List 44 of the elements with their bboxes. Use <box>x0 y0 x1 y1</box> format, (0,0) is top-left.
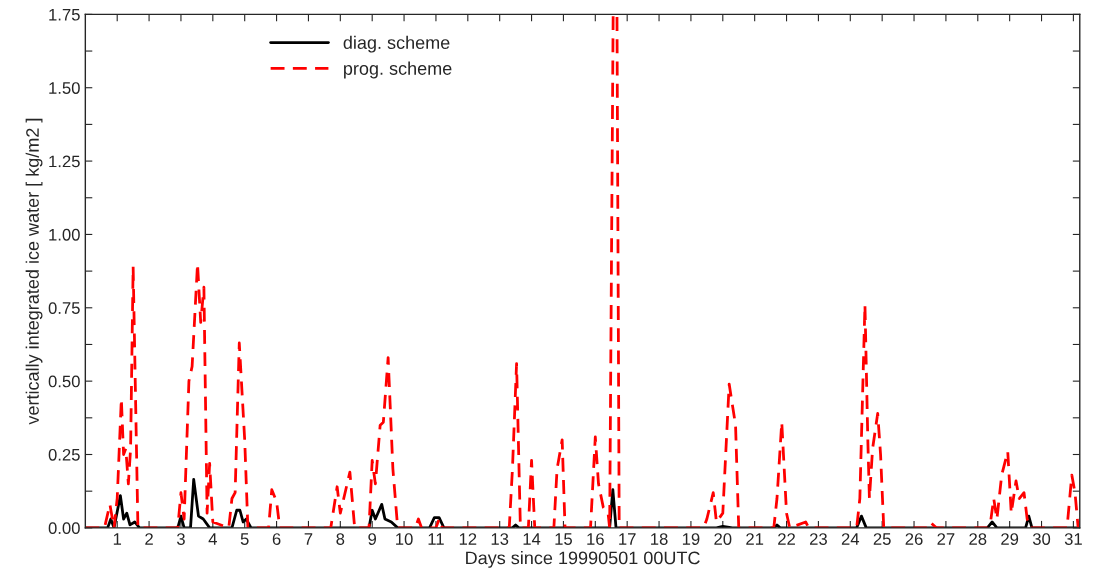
x-tick-label: 9 <box>368 533 377 545</box>
x-tick-label: 20 <box>714 533 732 545</box>
x-tick-label: 11 <box>428 533 444 545</box>
y-tick-label: 1.00 <box>49 228 80 241</box>
x-tick-label: 31 <box>1064 533 1082 545</box>
x-tick-label: 4 <box>208 533 217 545</box>
x-tick-label: 8 <box>336 533 345 545</box>
x-tick-label: 15 <box>555 533 572 545</box>
y-tick-label: 0.25 <box>48 448 80 461</box>
y-tick-label: 1.50 <box>49 82 80 94</box>
x-tick-label: 3 <box>176 533 185 545</box>
x-tick-label: 6 <box>272 533 281 545</box>
x-axis-title: Days since 19990501 00UTC <box>466 551 700 568</box>
x-tick-label: 27 <box>937 533 955 545</box>
x-tick-label: 12 <box>459 533 477 545</box>
line-series <box>85 14 1080 528</box>
x-tick-label: 10 <box>396 533 413 545</box>
x-tick-label: 16 <box>587 533 604 545</box>
legend-label: prog. scheme <box>344 61 452 79</box>
x-tick-label: 29 <box>1001 533 1019 545</box>
y-tick-label: 0.75 <box>48 302 80 314</box>
y-tick-label: 0.00 <box>48 522 80 535</box>
y-tick-label: 1.25 <box>49 155 80 168</box>
x-tick-label: 18 <box>651 533 668 545</box>
x-tick-label: 1 <box>113 533 122 545</box>
x-tick-label: 22 <box>778 533 795 545</box>
x-tick-label: 13 <box>491 533 509 545</box>
x-tick-label: 14 <box>523 533 541 545</box>
y-axis-title: vertically integrated ice water [ kg/m2 ] <box>25 118 43 425</box>
y-tick-label: 1.75 <box>49 8 80 21</box>
legend-label: diag. scheme <box>343 35 450 53</box>
x-tick-label: 26 <box>905 533 923 545</box>
x-tick-label: 24 <box>841 533 860 545</box>
x-tick-label: 28 <box>969 533 987 545</box>
x-tick-label: 25 <box>873 533 891 545</box>
x-tick-label: 17 <box>619 533 636 545</box>
x-tick-label: 21 <box>746 533 764 545</box>
x-tick-label: 23 <box>809 533 827 545</box>
x-tick-label: 2 <box>145 533 153 545</box>
x-tick-label: 30 <box>1032 533 1051 545</box>
x-tick-label: 19 <box>682 533 700 545</box>
y-tick-label: 0.50 <box>48 375 80 388</box>
x-tick-label: 5 <box>240 533 249 545</box>
x-tick-label: 7 <box>304 533 313 545</box>
